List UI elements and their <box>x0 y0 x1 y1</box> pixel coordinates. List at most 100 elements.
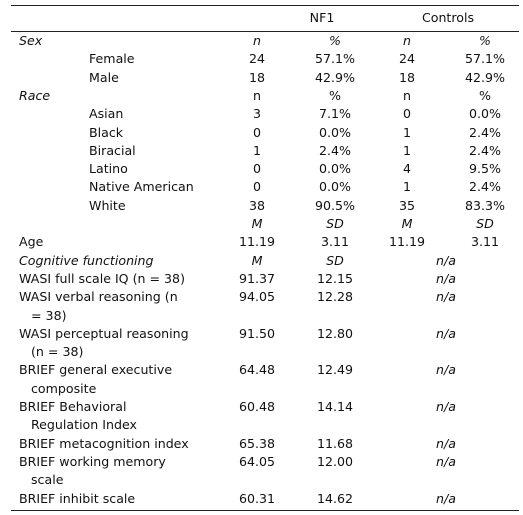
cell-c2: 12.80 <box>316 325 354 341</box>
cell-c4: SD <box>476 216 494 231</box>
row-label: BRIEF inhibit scale <box>19 490 136 506</box>
row-label: WASI full scale IQ (n = 38) <box>19 270 185 286</box>
row-label: BRIEF working memory <box>19 453 166 469</box>
row-label: scale <box>31 472 64 488</box>
cell-c1: M <box>251 252 263 268</box>
cell-c3: 1 <box>402 142 412 158</box>
row-label: = 38) <box>31 307 67 323</box>
row-label: Asian <box>89 106 124 122</box>
cell-c1: 64.48 <box>238 362 276 378</box>
cell-c3: 1 <box>402 179 412 195</box>
cell-c3: 18 <box>398 69 416 85</box>
cell-c2: 0.0% <box>319 124 351 140</box>
row-label: Male <box>89 69 119 85</box>
cell-c2: 3.11 <box>320 234 350 250</box>
cell-c4: 2.4% <box>469 142 501 158</box>
cell-c1: n <box>253 87 261 103</box>
cell-c1: 60.31 <box>238 490 276 506</box>
group-header-controls: Controls <box>421 10 475 25</box>
table-top-rule <box>11 5 519 6</box>
cell-c2: 90.5% <box>314 197 356 213</box>
cell-c4: % <box>479 87 491 103</box>
cell-c2: 12.28 <box>316 289 354 305</box>
row-label: White <box>89 197 126 213</box>
cell-c4: 2.4% <box>469 179 501 195</box>
cell-na: n/a <box>436 362 456 378</box>
cell-c2: 7.1% <box>319 106 351 122</box>
cell-c2: 14.14 <box>316 399 354 414</box>
cell-c4: 0.0% <box>469 106 501 122</box>
cell-c1: 60.48 <box>238 399 276 414</box>
cell-c1: 0 <box>252 124 262 140</box>
row-label: Age <box>19 234 44 250</box>
cell-c3: 11.19 <box>388 234 426 250</box>
row-label: (n = 38) <box>31 344 84 360</box>
cell-na: n/a <box>436 270 456 286</box>
row-label: composite <box>31 380 97 396</box>
header-rule <box>11 31 519 32</box>
cell-c4: 83.3% <box>464 197 506 213</box>
cell-c3: 24 <box>398 51 416 67</box>
cell-c4: % <box>479 33 491 48</box>
cell-c1: 91.37 <box>238 270 276 286</box>
cell-na: n/a <box>436 289 456 305</box>
cell-c4: 9.5% <box>469 161 501 177</box>
row-label: Native American <box>89 179 194 195</box>
cell-c4: 42.9% <box>464 69 506 85</box>
row-label: Latino <box>89 161 128 177</box>
cell-c4: 57.1% <box>464 51 506 67</box>
cell-c1: 3 <box>252 106 262 122</box>
cell-c2: 12.49 <box>316 362 354 378</box>
cell-na: n/a <box>436 399 456 414</box>
cell-c3: n <box>403 87 411 103</box>
table-bottom-rule <box>11 510 519 511</box>
cell-c1: 91.50 <box>238 325 276 341</box>
cell-c1: 18 <box>248 69 266 85</box>
cell-c1: 0 <box>252 179 262 195</box>
cell-c1: 24 <box>248 51 266 67</box>
cell-c3: M <box>401 216 413 231</box>
cell-c2: 14.62 <box>316 490 354 506</box>
cell-c1: 0 <box>252 161 262 177</box>
cell-c1: n <box>253 33 261 48</box>
row-label: Biracial <box>89 142 136 158</box>
row-label: Black <box>89 124 124 140</box>
cell-na: n/a <box>436 453 456 469</box>
cell-c2: 2.4% <box>319 142 351 158</box>
cell-c2: 57.1% <box>314 51 356 67</box>
row-label: BRIEF Behavioral <box>19 399 127 414</box>
cell-na: n/a <box>436 435 456 451</box>
row-label: WASI perceptual reasoning <box>19 325 189 341</box>
cell-c3: 35 <box>398 197 416 213</box>
cell-c1: 94.05 <box>238 289 276 305</box>
cell-c1: 11.19 <box>238 234 276 250</box>
cell-c2: 0.0% <box>319 161 351 177</box>
cell-c4: 3.11 <box>470 234 500 250</box>
cell-c1: M <box>251 216 263 231</box>
row-label: Sex <box>19 33 43 48</box>
row-label: WASI verbal reasoning (n <box>19 289 178 305</box>
cell-c2: 42.9% <box>314 69 356 85</box>
group-header-nf1: NF1 <box>309 10 335 25</box>
cell-c2: 12.15 <box>316 270 354 286</box>
cell-na: n/a <box>436 252 456 268</box>
cell-c2: 12.00 <box>316 453 354 469</box>
cell-c1: 38 <box>248 197 266 213</box>
cell-c1: 65.38 <box>238 435 276 451</box>
cell-c3: 0 <box>402 106 412 122</box>
cell-c2: % <box>329 87 341 103</box>
cell-c2: % <box>329 33 341 48</box>
row-label: Female <box>89 51 135 67</box>
cell-c2: 11.68 <box>316 435 354 451</box>
cell-c1: 1 <box>252 142 262 158</box>
cell-c2: 0.0% <box>319 179 351 195</box>
row-label: BRIEF general executive <box>19 362 173 378</box>
cell-c2: SD <box>326 216 344 231</box>
cell-c1: 64.05 <box>238 453 276 469</box>
cell-c3: 4 <box>402 161 412 177</box>
cell-na: n/a <box>436 490 456 506</box>
row-label: BRIEF metacognition index <box>19 435 189 451</box>
row-label: Cognitive functioning <box>19 252 154 268</box>
cell-na: n/a <box>436 325 456 341</box>
